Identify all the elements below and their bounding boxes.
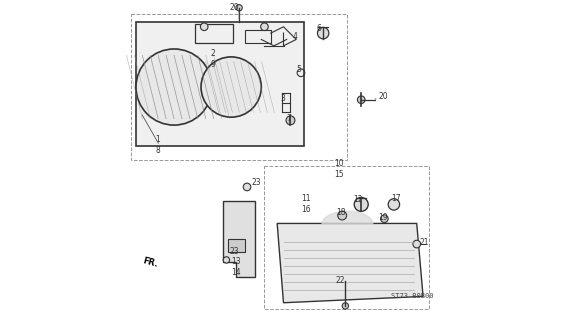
Circle shape [388,199,400,210]
Text: 20: 20 [230,3,239,12]
Text: 15: 15 [335,170,344,179]
Text: 12: 12 [353,195,363,204]
Text: 19: 19 [379,212,388,222]
Circle shape [200,23,208,31]
Circle shape [236,4,242,11]
Text: 1: 1 [155,135,160,144]
Circle shape [318,28,329,39]
Circle shape [261,23,268,31]
Circle shape [413,240,421,248]
Text: 10: 10 [335,159,344,168]
Circle shape [201,57,261,117]
Circle shape [136,49,212,125]
FancyBboxPatch shape [136,22,304,146]
Text: 3: 3 [280,94,285,103]
Text: FR.: FR. [141,257,159,269]
Text: 4: 4 [293,32,298,41]
Text: 14: 14 [231,268,241,277]
Text: 16: 16 [301,205,311,214]
Text: 18: 18 [336,208,345,217]
Circle shape [223,257,230,263]
Text: ST73 B0B00: ST73 B0B00 [391,293,434,300]
Polygon shape [223,201,255,277]
Text: 17: 17 [391,194,401,203]
Circle shape [243,183,251,191]
Text: 7: 7 [287,114,291,123]
Text: 6: 6 [317,24,321,33]
Text: 21: 21 [420,238,429,247]
Circle shape [357,96,365,104]
Text: 23: 23 [230,247,239,257]
Circle shape [338,211,346,220]
Bar [228,239,246,252]
Text: 9: 9 [210,60,215,69]
Text: 20: 20 [379,92,388,101]
Bar [246,30,271,43]
Text: 13: 13 [231,257,241,266]
Text: 8: 8 [155,146,160,155]
Circle shape [342,303,349,309]
Text: 11: 11 [301,194,311,203]
Circle shape [286,116,295,125]
Circle shape [380,215,388,222]
Text: 5: 5 [296,65,301,74]
Text: 23: 23 [252,178,261,187]
Bar [194,24,232,43]
Circle shape [354,197,368,212]
Text: 2: 2 [210,49,215,58]
Polygon shape [277,223,423,303]
Text: 22: 22 [336,276,345,285]
